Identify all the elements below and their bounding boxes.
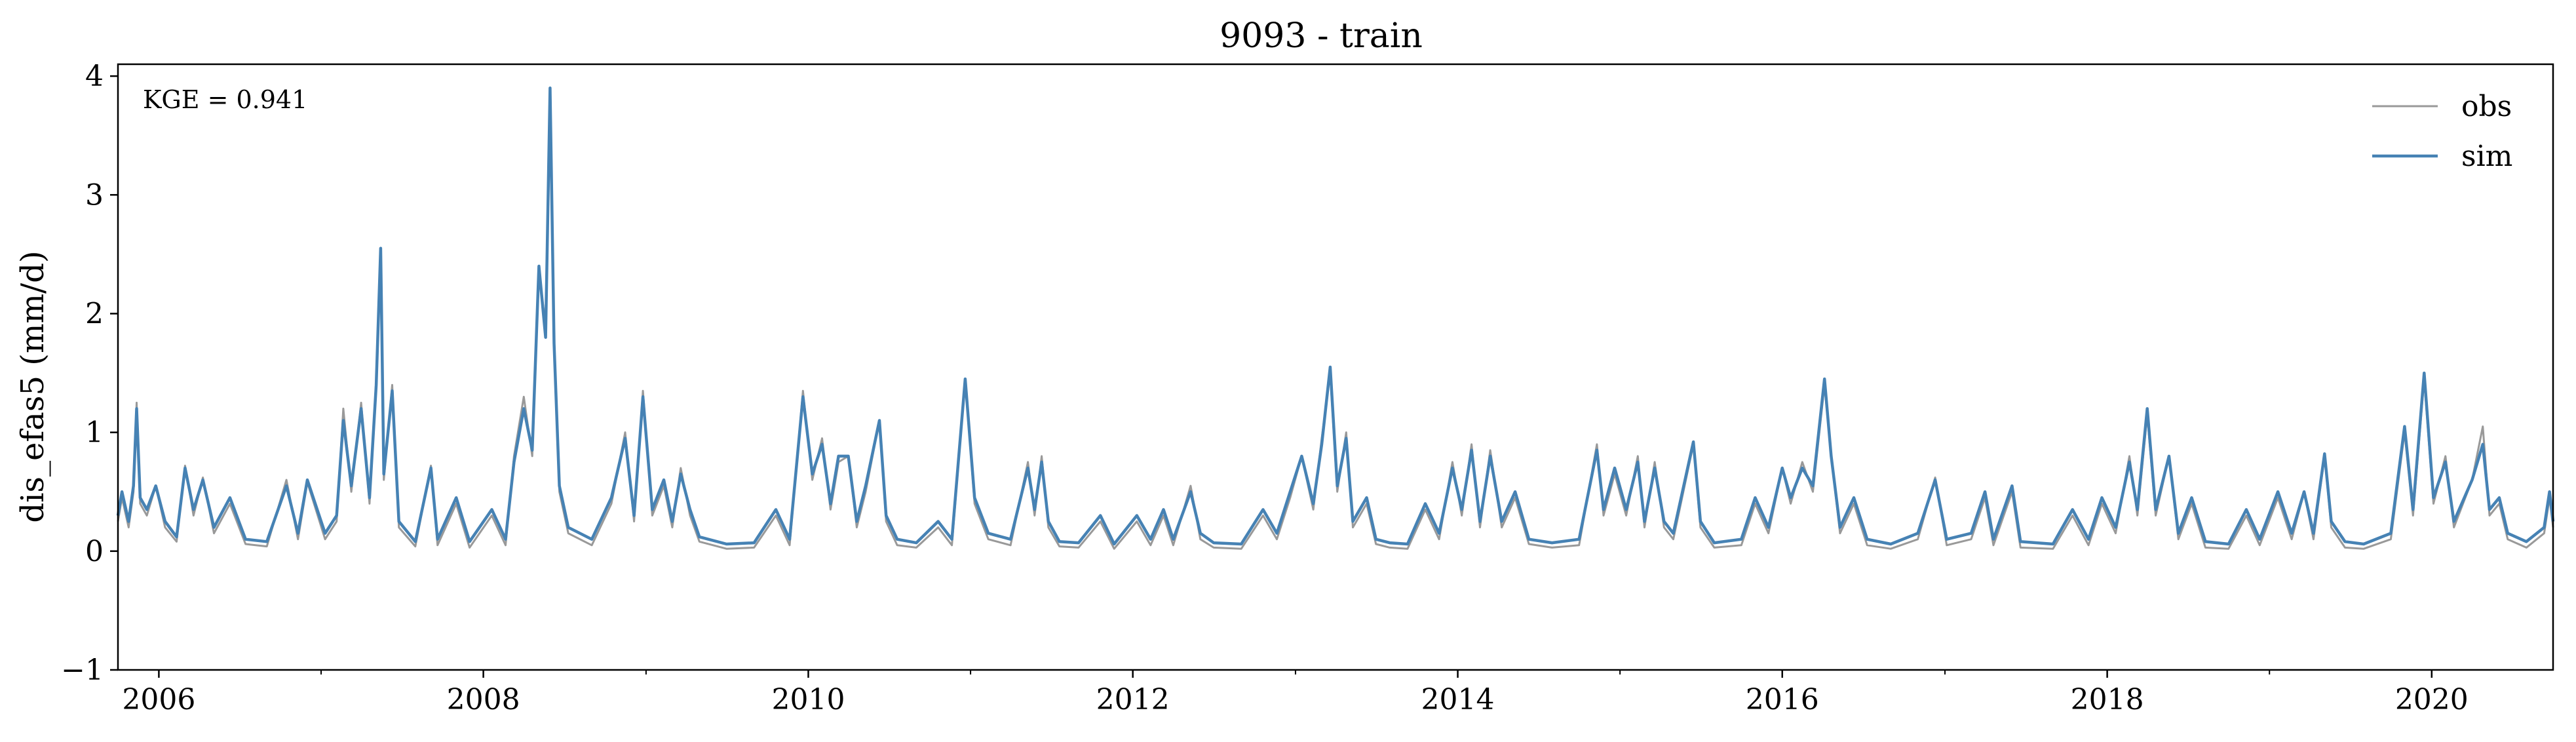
y-tick-label: −1 — [61, 654, 104, 687]
y-tick-label: 3 — [85, 178, 104, 212]
x-tick-label: 2010 — [771, 683, 845, 716]
x-tick-label: 2006 — [122, 683, 195, 716]
y-axis: −1 0 1 2 3 4 — [61, 60, 118, 687]
x-tick-label: 2018 — [2071, 683, 2144, 716]
x-tick-label: 2014 — [1421, 683, 1495, 716]
y-tick-label: 0 — [85, 535, 104, 568]
x-axis: 2006 2008 2010 2012 2014 2016 2018 2020 — [122, 670, 2469, 716]
legend: obs sim — [2372, 90, 2512, 173]
x-tick-label: 2016 — [1746, 683, 1819, 716]
y-tick-label: 1 — [85, 416, 104, 450]
chart-title: 9093 - train — [1220, 16, 1423, 56]
kge-annotation: KGE = 0.941 — [143, 85, 307, 114]
y-tick-label: 4 — [85, 60, 104, 93]
series-line-sim — [116, 86, 2555, 546]
y-axis-label: dis_efas5 (mm/d) — [14, 250, 51, 522]
plot-frame — [117, 63, 2554, 671]
x-tick-label: 2012 — [1096, 683, 1170, 716]
legend-label-sim: sim — [2461, 140, 2512, 173]
series-layer — [116, 86, 2555, 550]
legend-label-obs: obs — [2461, 90, 2512, 123]
x-tick-label: 2020 — [2395, 683, 2469, 716]
y-tick-label: 2 — [85, 297, 104, 330]
x-tick-label: 2008 — [447, 683, 520, 716]
